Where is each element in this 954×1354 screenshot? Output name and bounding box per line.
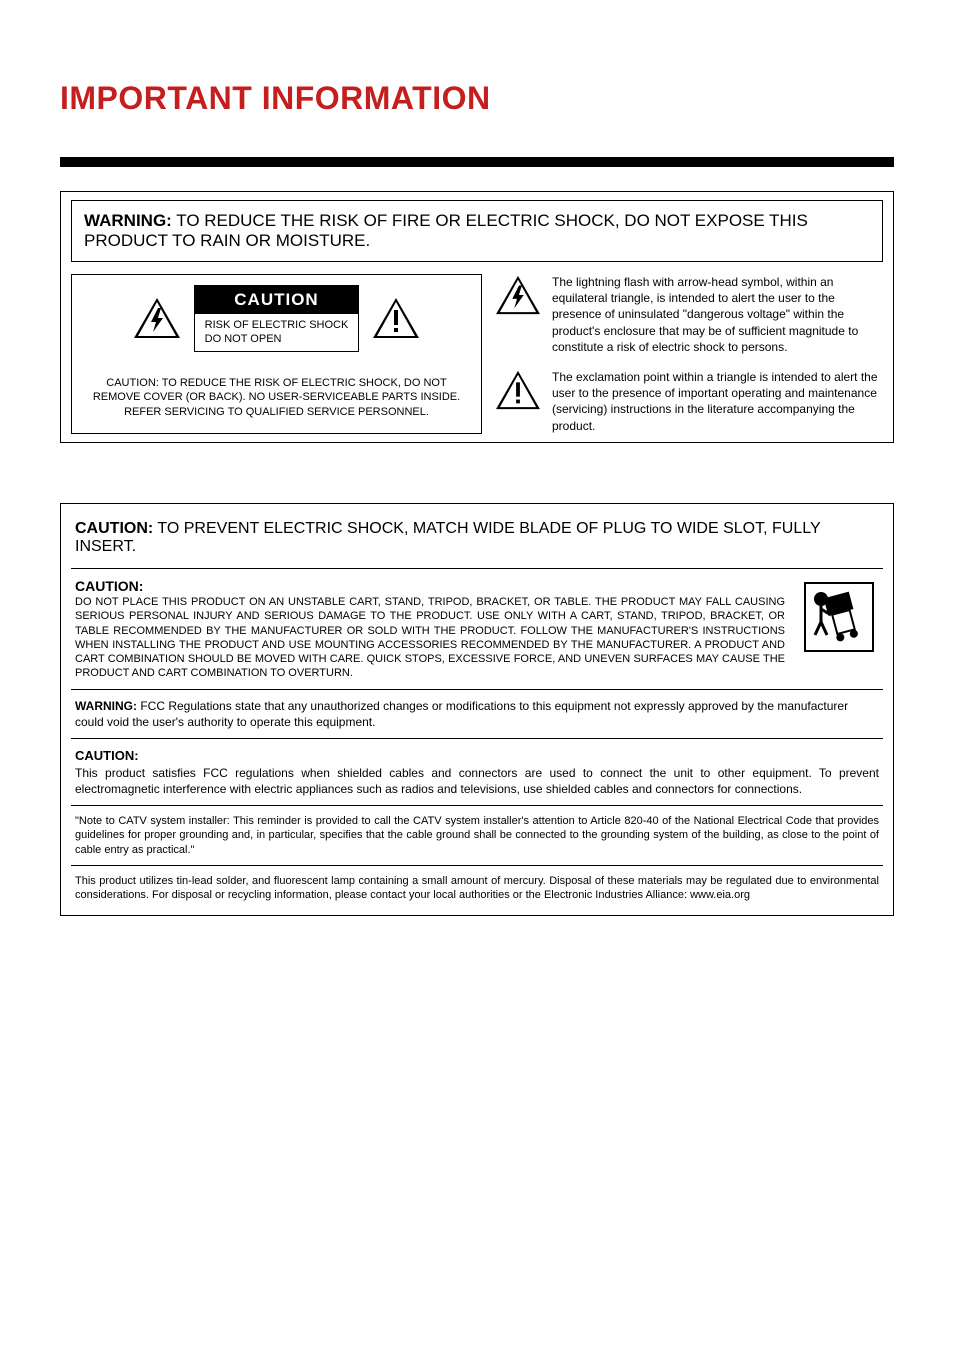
caution-plug-label: CAUTION: [75, 520, 153, 537]
lightning-bolt-icon [494, 274, 542, 316]
exclamation-icon [494, 369, 542, 411]
caution-plug-text: TO PREVENT ELECTRIC SHOCK, MATCH WIDE BL… [75, 520, 820, 555]
caution-cart-text-block: CAUTION: DO NOT PLACE THIS PRODUCT ON AN… [75, 577, 785, 681]
catv-installer-note: "Note to CATV system installer: This rem… [71, 806, 883, 866]
fcc-warning-text: FCC Regulations state that any unauthori… [75, 699, 848, 729]
caution-heading: CAUTION [195, 286, 359, 314]
title-divider [60, 157, 894, 167]
lightning-bolt-icon [132, 296, 182, 340]
fcc-caution: CAUTION: This product satisfies FCC regu… [71, 739, 883, 806]
warning-text: TO REDUCE THE RISK OF FIRE OR ELECTRIC S… [84, 211, 808, 250]
upper-warning-section: WARNING: TO REDUCE THE RISK OF FIRE OR E… [60, 191, 894, 443]
exclaim-symbol-row: The exclamation point within a triangle … [494, 369, 883, 434]
lightning-symbol-row: The lightning flash with arrow-head symb… [494, 274, 883, 355]
warning-fire-shock: WARNING: TO REDUCE THE RISK OF FIRE OR E… [71, 200, 883, 262]
caution-label-row: CAUTION RISK OF ELECTRIC SHOCK DO NOT OP… [82, 285, 471, 352]
exclamation-icon [371, 296, 421, 340]
cart-tipping-icon [799, 577, 879, 657]
page-title: IMPORTANT INFORMATION [60, 80, 894, 117]
symbol-explanation-panel: The lightning flash with arrow-head symb… [494, 274, 883, 434]
fcc-caution-text: This product satisfies FCC regulations w… [75, 766, 879, 796]
caution-cart: CAUTION: DO NOT PLACE THIS PRODUCT ON AN… [71, 569, 883, 690]
fcc-warning: WARNING: FCC Regulations state that any … [71, 690, 883, 739]
caution-two-column: CAUTION RISK OF ELECTRIC SHOCK DO NOT OP… [71, 274, 883, 434]
caution-label-box: CAUTION RISK OF ELECTRIC SHOCK DO NOT OP… [194, 285, 360, 352]
exclaim-symbol-text: The exclamation point within a triangle … [552, 369, 883, 434]
risk-line-1: RISK OF ELECTRIC SHOCK [205, 318, 349, 332]
risk-line-2: DO NOT OPEN [205, 332, 349, 346]
disposal-note: This product utilizes tin-lead solder, a… [71, 866, 883, 907]
caution-cart-text: DO NOT PLACE THIS PRODUCT ON AN UNSTABLE… [75, 596, 785, 679]
lightning-symbol-text: The lightning flash with arrow-head symb… [552, 274, 883, 355]
caution-cart-title: CAUTION: [75, 578, 143, 594]
fcc-caution-label: CAUTION: [75, 747, 879, 765]
fcc-warning-label: WARNING: [75, 699, 137, 713]
caution-plug: CAUTION: TO PREVENT ELECTRIC SHOCK, MATC… [71, 512, 883, 569]
lower-caution-section: CAUTION: TO PREVENT ELECTRIC SHOCK, MATC… [60, 503, 894, 916]
caution-left-panel: CAUTION RISK OF ELECTRIC SHOCK DO NOT OP… [71, 274, 482, 434]
caution-servicing-text: CAUTION: TO REDUCE THE RISK OF ELECTRIC … [82, 376, 471, 421]
caution-risk-text: RISK OF ELECTRIC SHOCK DO NOT OPEN [195, 314, 359, 351]
warning-label: WARNING: [84, 211, 172, 230]
section-gap [60, 443, 894, 503]
